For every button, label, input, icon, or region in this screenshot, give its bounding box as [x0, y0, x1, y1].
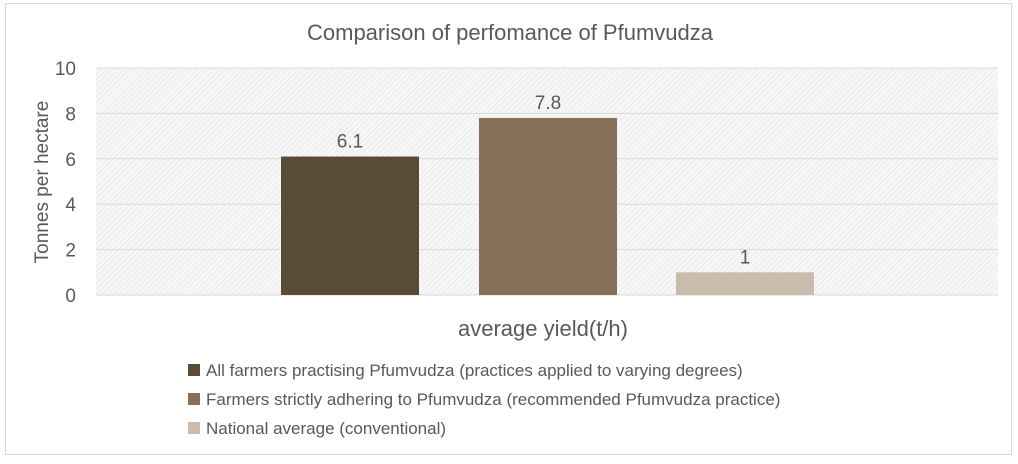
- y-tick-label: 2: [65, 241, 76, 262]
- x-axis-label: average yield(t/h): [458, 316, 628, 341]
- legend-label: All farmers practising Pfumvudza (practi…: [206, 361, 743, 380]
- chart-title: Comparison of perfomance of Pfumvudza: [307, 20, 714, 45]
- y-axis-label: Tonnes per hectare: [32, 101, 53, 264]
- legend-label: Farmers strictly adhering to Pfumvudza (…: [206, 390, 780, 409]
- legend-label: National average (conventional): [206, 419, 446, 438]
- bar: [479, 117, 617, 295]
- bar: [281, 156, 419, 295]
- y-tick-label: 6: [65, 150, 76, 171]
- legend-swatch: [188, 364, 200, 376]
- legend-swatch: [188, 393, 200, 405]
- data-label: 7.8: [535, 93, 561, 114]
- y-tick-label: 8: [65, 104, 76, 125]
- data-label: 1: [740, 247, 751, 268]
- y-tick-label: 0: [65, 286, 76, 307]
- legend-swatch: [188, 422, 200, 434]
- bar: [676, 272, 814, 295]
- y-tick-label: 10: [55, 59, 76, 80]
- y-tick-label: 4: [65, 195, 76, 216]
- data-label: 6.1: [337, 132, 363, 153]
